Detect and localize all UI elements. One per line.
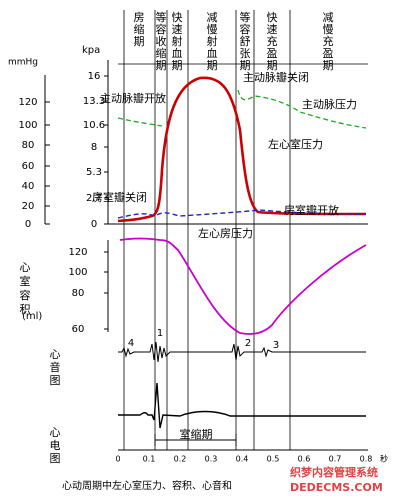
annotation: 主动脉瓣关闭	[243, 70, 309, 84]
time-tick-label: 0.1	[143, 455, 156, 464]
volume-tick-label: 100	[68, 267, 87, 278]
phase-label: 快速充盈期	[267, 11, 278, 72]
heart-sound-number: 2	[245, 338, 251, 349]
phase-label: 等容收缩期	[156, 10, 167, 72]
phase-label: 房缩期	[134, 11, 145, 48]
time-tick-label: 0.5	[267, 455, 280, 464]
volume-curve	[119, 237, 367, 335]
volume-unit: (ml)	[22, 311, 42, 322]
heart-sound-trace	[118, 341, 366, 363]
phase-label: 减慢充盈期	[323, 11, 334, 72]
volume-label: 心室容积	[20, 261, 31, 316]
time-tick-label: 0.8	[360, 455, 373, 464]
heart-sound-number: 4	[128, 338, 134, 349]
phase-label: 快速射血期	[172, 11, 183, 72]
time-tick-label: 0.6	[298, 455, 311, 464]
time-tick-label: 0.2	[174, 455, 187, 464]
time-tick-label: 0	[115, 455, 120, 464]
ecg-trace	[118, 382, 366, 429]
kpa-label: kpa	[82, 45, 100, 56]
kpa-tick-label: 10.6	[83, 120, 105, 131]
watermark: 织梦内容管理系统	[290, 465, 378, 479]
ecg-label: 心电图	[50, 426, 61, 465]
mmhg-tick-label: 40	[22, 181, 35, 192]
time-tick-label: 0.4	[236, 455, 249, 464]
mmhg-tick-label: 80	[22, 140, 35, 151]
annotation: 房室瓣开放	[284, 203, 339, 217]
mmhg-tick-label: 120	[18, 97, 37, 108]
kpa-tick-label: 16	[88, 71, 101, 82]
kpa-tick-label: 13.3	[83, 96, 105, 107]
annotation: 左心房压力	[198, 227, 253, 240]
mmhg-tick-label: 100	[18, 120, 37, 131]
volume-tick-label: 60	[72, 324, 85, 335]
kpa-tick-label: 8	[91, 142, 97, 153]
kpa-tick-label: 5.3	[86, 167, 102, 178]
time-unit: 秒	[380, 454, 388, 464]
systole-bracket	[154, 434, 237, 446]
caption: 心动周期中左心室压力、容积、心音和	[62, 479, 232, 492]
mmhg-tick-label: 60	[22, 161, 35, 172]
phase-label: 等容舒张期	[240, 10, 251, 72]
time-tick-label: 0.3	[205, 455, 218, 464]
pressure-axes	[44, 60, 368, 225]
systole-label: 室缩期	[180, 427, 213, 441]
phase-label: 减慢射血期	[207, 11, 218, 72]
heart-sound-label: 心音图	[50, 348, 61, 387]
kpa-tick-label: 0	[91, 219, 97, 230]
la-pressure-curve	[117, 209, 367, 219]
annotation: 房室瓣关闭	[92, 190, 147, 204]
time-tick-label: 0.7	[329, 455, 342, 464]
aortic-pressure-curve	[117, 89, 367, 129]
annotation: 主动脉瓣开放	[100, 91, 166, 105]
heart-sound-number: 1	[157, 328, 163, 339]
annotation: 主动脉压力	[302, 97, 357, 111]
mmhg-label: mmHg	[8, 58, 38, 68]
kpa-tick-label: 2.7	[86, 193, 102, 204]
watermark: DEDECMS.COM	[290, 481, 383, 494]
heart-sound-number: 3	[273, 340, 279, 351]
mmhg-tick-label: 20	[22, 201, 35, 212]
mmhg-tick-label: 0	[25, 219, 31, 230]
volume-tick-label: 120	[68, 247, 87, 258]
volume-tick-label: 80	[72, 288, 85, 299]
annotation: 左心室压力	[268, 137, 323, 151]
